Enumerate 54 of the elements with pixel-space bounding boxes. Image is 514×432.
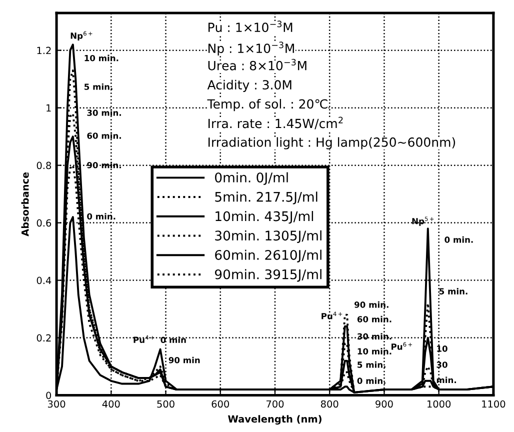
- annotation: Pu$^{4+}$: [322, 312, 342, 320]
- annotation: 5 min.: [439, 288, 468, 294]
- x-tick-label: 700: [266, 400, 284, 408]
- annotation: Np$^{5+}$: [412, 216, 434, 226]
- annotation: 30: [436, 362, 448, 368]
- annotation: 0 min.: [87, 213, 116, 220]
- annotation: 60 min.: [357, 316, 392, 322]
- x-tick-label: 1100: [482, 400, 506, 408]
- annotation: Pu : 1×10$^{−3}$M: [208, 20, 292, 32]
- annotation: 10: [437, 346, 448, 352]
- legend-label: 0min. 0J/ml: [215, 172, 288, 185]
- y-tick-label: 0: [46, 392, 52, 400]
- x-tick-label: 1000: [428, 400, 451, 408]
- annotation: Temp. of sol. : 20℃: [207, 98, 328, 112]
- annotation: min.: [436, 376, 456, 384]
- annotation: 10 min.: [358, 348, 392, 354]
- legend-label: 5min. 217.5J/ml: [215, 192, 318, 204]
- y-axis-title: Absorbance: [21, 172, 29, 236]
- x-tick-label: 800: [320, 400, 338, 408]
- legend-label: 10min. 435J/ml: [216, 210, 314, 224]
- x-tick-label: 500: [157, 400, 174, 408]
- annotation: 5 min.: [358, 361, 386, 368]
- x-tick-label: 900: [376, 400, 393, 408]
- annotation: Np$^{6+}$: [70, 31, 92, 40]
- annotation: 10 min.: [84, 54, 118, 62]
- annotation: Pu$^{6+}$: [392, 342, 412, 350]
- annotation: 60 min.: [87, 132, 121, 139]
- x-tick-label: 300: [48, 400, 66, 408]
- y-tick-label: 0.8: [36, 162, 52, 170]
- y-tick-label: 0.6: [36, 219, 52, 227]
- legend-label: 90min. 3915J/ml: [214, 269, 322, 282]
- annotation: 5 min.: [84, 83, 112, 90]
- y-tick-label: 0.4: [36, 276, 52, 284]
- annotation: 90 min.: [354, 301, 388, 308]
- x-tick-label: 400: [102, 400, 120, 408]
- annotation: Pu$^{4+}$: [134, 335, 154, 343]
- annotation: 0 min.: [444, 236, 473, 243]
- x-tick-label: 600: [212, 400, 230, 408]
- annotation: Irra. rate : 1.45W/cm$^{2}$: [208, 116, 343, 130]
- annotation: 0 min.: [357, 377, 386, 384]
- y-tick-label: 0.2: [36, 334, 51, 342]
- annotation: 0 min: [160, 336, 186, 344]
- y-tick-label: 1.2: [37, 46, 51, 54]
- x-axis-title: Wavelength (nm): [228, 415, 322, 425]
- annotation: 90 min: [168, 356, 200, 364]
- legend-label: 60min. 2610J/ml: [215, 250, 322, 262]
- y-tick-label: 1: [46, 104, 51, 112]
- annotation: 30 min.: [357, 333, 392, 340]
- annotation: Acidity : 3.0M: [207, 80, 292, 92]
- legend-label: 30min. 1305J/ml: [215, 230, 322, 244]
- annotation: Np : 1×10$^{−3}$M: [208, 42, 294, 56]
- annotation: 30 min.: [87, 109, 121, 116]
- annotation: Irradiation light : Hg lamp(250∼600nm): [208, 137, 456, 150]
- annotation: Urea : 8×10$^{−3}$M: [208, 58, 306, 70]
